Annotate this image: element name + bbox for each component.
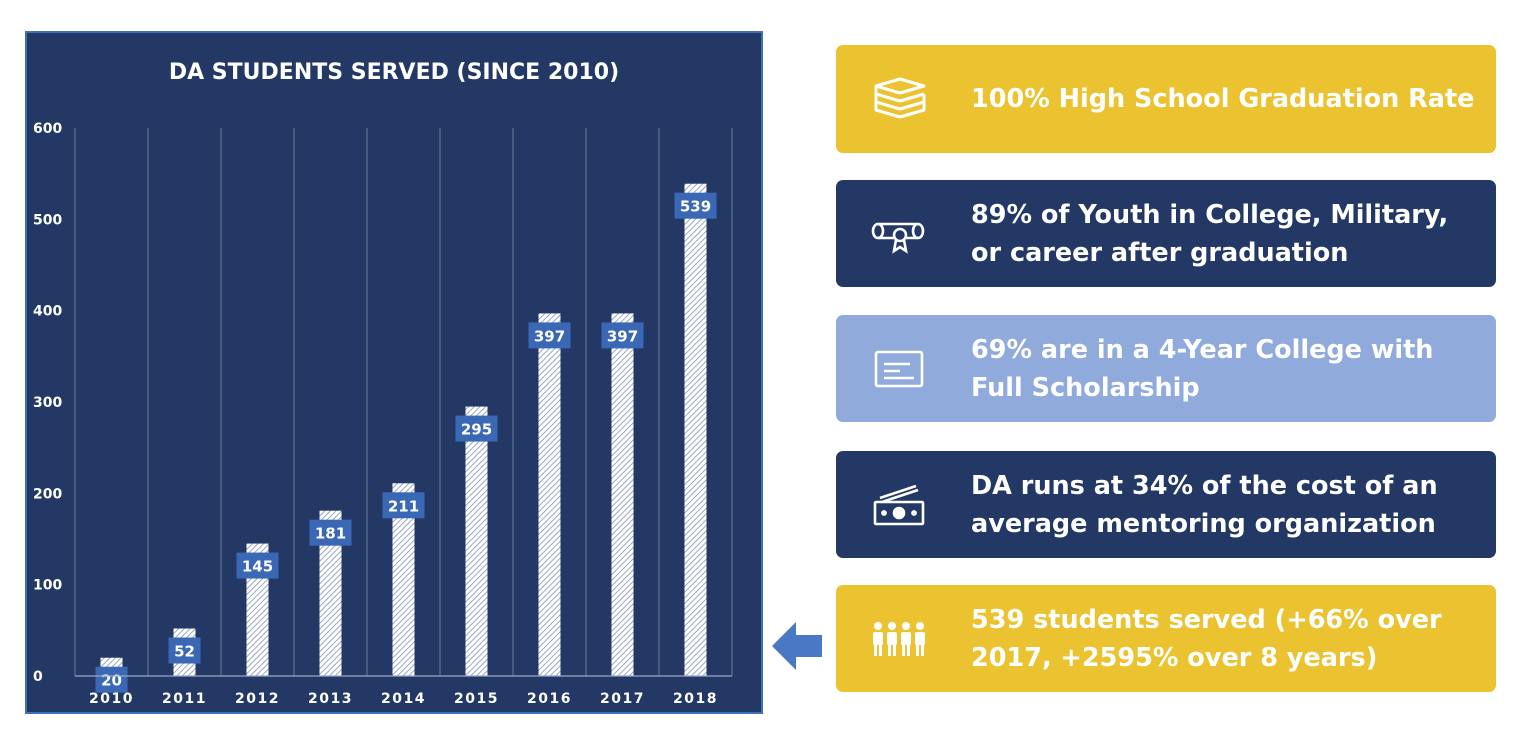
data-label-box bbox=[95, 666, 128, 693]
data-label: 397 bbox=[534, 327, 565, 345]
data-label-box bbox=[236, 552, 279, 579]
bar bbox=[392, 483, 415, 676]
bar bbox=[611, 313, 634, 676]
certificate-icon bbox=[870, 346, 928, 392]
bar bbox=[684, 183, 707, 677]
data-label: 52 bbox=[174, 643, 195, 661]
y-tick-label: 300 bbox=[33, 395, 62, 411]
data-label: 145 bbox=[242, 558, 273, 576]
x-tick-label: 2015 bbox=[454, 691, 499, 707]
x-tick-label: 2011 bbox=[162, 691, 207, 707]
y-tick-label: 100 bbox=[33, 578, 62, 594]
stat-card: 89% of Youth in College, Military, or ca… bbox=[836, 180, 1496, 287]
stat-text: 69% are in a 4-Year College with Full Sc… bbox=[971, 334, 1434, 403]
stat-card: 69% are in a 4-Year College with Full Sc… bbox=[836, 315, 1496, 422]
x-tick-label: 2012 bbox=[235, 691, 280, 707]
x-tick-label: 2010 bbox=[89, 691, 134, 707]
stat-card: 100% High School Graduation Rate bbox=[836, 45, 1496, 153]
chart-title: DA STUDENTS SERVED (SINCE 2010) bbox=[169, 60, 619, 85]
data-label: 20 bbox=[101, 672, 122, 690]
data-label-box bbox=[382, 492, 425, 519]
x-tick-label: 2013 bbox=[308, 691, 353, 707]
x-tick-label: 2014 bbox=[381, 691, 426, 707]
bar bbox=[538, 313, 561, 676]
y-tick-label: 600 bbox=[33, 121, 62, 137]
stat-text: 100% High School Graduation Rate bbox=[971, 84, 1475, 114]
x-tick-label: 2016 bbox=[527, 691, 572, 707]
data-label-box bbox=[309, 519, 352, 546]
y-tick-label: 500 bbox=[33, 212, 62, 228]
data-label: 295 bbox=[461, 421, 492, 439]
data-label: 211 bbox=[388, 497, 419, 515]
y-tick-label: 200 bbox=[33, 486, 62, 502]
data-label-box bbox=[601, 322, 644, 349]
y-tick-label: 400 bbox=[33, 304, 62, 320]
data-label: 181 bbox=[315, 525, 346, 543]
y-tick-label: 0 bbox=[33, 669, 43, 685]
bar-chart: DA STUDENTS SERVED (SINCE 2010) 20 52 145 1… bbox=[33, 60, 733, 707]
stat-card: DA runs at 34% of the cost of an average… bbox=[836, 451, 1496, 558]
bar bbox=[319, 510, 342, 676]
data-label: 539 bbox=[680, 198, 711, 216]
stat-card: 539 students served (+66% over 2017, +25… bbox=[836, 585, 1496, 692]
data-label-box bbox=[168, 637, 201, 664]
chart-panel: DA STUDENTS SERVED (SINCE 2010) 20 52 145 1… bbox=[25, 31, 763, 714]
diploma-icon bbox=[870, 211, 928, 257]
stat-text: 539 students served (+66% over 2017, +25… bbox=[971, 604, 1442, 673]
data-label-box bbox=[455, 415, 498, 442]
data-label-box bbox=[674, 192, 717, 219]
data-label-box bbox=[528, 322, 571, 349]
left-arrow-icon bbox=[772, 622, 822, 670]
x-tick-label: 2017 bbox=[600, 691, 645, 707]
people-icon bbox=[870, 616, 928, 662]
bar bbox=[465, 406, 488, 676]
money-icon bbox=[870, 482, 928, 528]
x-tick-label: 2018 bbox=[673, 691, 718, 707]
books-icon bbox=[870, 76, 928, 122]
stat-text: DA runs at 34% of the cost of an average… bbox=[971, 470, 1438, 539]
stat-text: 89% of Youth in College, Military, or ca… bbox=[971, 199, 1449, 268]
data-label: 397 bbox=[607, 327, 638, 345]
